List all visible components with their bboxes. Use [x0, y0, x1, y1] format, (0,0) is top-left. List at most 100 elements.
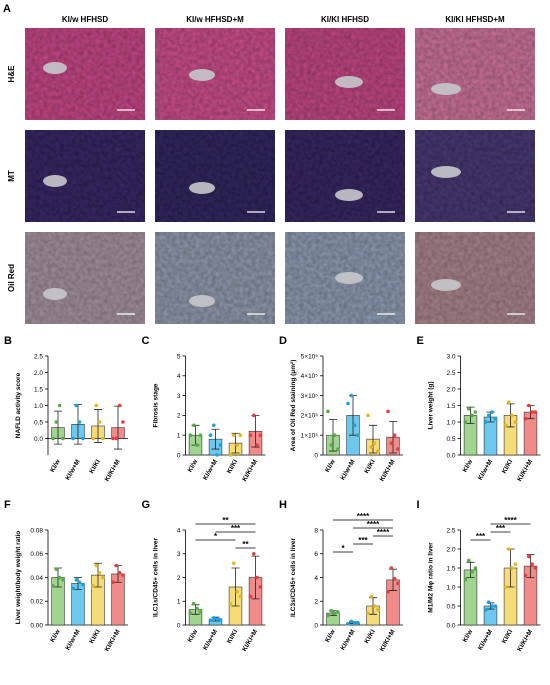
- x-tick-label: KI/KI+M: [241, 629, 259, 653]
- y-tick-label: 2.0: [34, 370, 43, 377]
- y-tick-label: 1×10⁵: [301, 433, 319, 440]
- y-tick-label: 0: [314, 452, 318, 459]
- histology-image: [285, 130, 405, 222]
- x-tick-label: KI/w+M: [477, 459, 494, 482]
- histology-image: [155, 232, 275, 324]
- data-point: [195, 606, 199, 611]
- x-tick-label: KI/KI: [88, 458, 102, 474]
- data-point: [470, 570, 474, 574]
- vessel: [335, 189, 363, 201]
- panel-letter: C: [142, 335, 150, 347]
- x-tick-label: KI/w+M: [339, 459, 356, 482]
- y-tick-label: 0.08: [30, 527, 43, 534]
- y-tick-label: 2.5: [34, 353, 43, 360]
- data-point: [212, 616, 216, 620]
- data-point: [77, 580, 82, 585]
- data-point: [121, 573, 125, 577]
- data-point: [527, 403, 531, 408]
- significance-label: *: [214, 532, 218, 541]
- data-point: [71, 436, 75, 441]
- data-point: [77, 420, 82, 424]
- vessel: [189, 295, 215, 307]
- data-point: [188, 611, 193, 615]
- data-point: [352, 620, 357, 625]
- data-point: [114, 563, 119, 568]
- histology-image: [415, 130, 535, 222]
- y-tick-label: 1.0: [446, 419, 455, 426]
- data-point: [463, 577, 468, 582]
- x-tick-label: KI/w: [461, 628, 474, 644]
- data-point: [111, 580, 115, 585]
- data-point: [248, 433, 253, 438]
- data-point: [258, 585, 263, 589]
- data-point: [510, 566, 514, 570]
- y-tick-label: 2: [314, 599, 318, 606]
- data-point: [530, 410, 534, 414]
- vessel: [335, 76, 363, 88]
- data-point: [61, 578, 65, 582]
- significance-label: *: [341, 544, 345, 553]
- y-axis-label: Area of Oil Red staining (μm²): [290, 360, 297, 452]
- data-point: [346, 622, 350, 626]
- y-tick-label: 0.5: [446, 603, 455, 610]
- data-point: [467, 558, 471, 563]
- histology-image: [155, 130, 275, 222]
- lipid-stain: [25, 232, 145, 324]
- data-point: [507, 547, 511, 551]
- data-point: [530, 562, 534, 566]
- data-point: [54, 567, 59, 571]
- data-point: [97, 570, 102, 575]
- y-tick-label: 0: [177, 622, 181, 629]
- data-point: [91, 436, 95, 441]
- y-tick-label: 1: [177, 599, 181, 606]
- significance-label: ****: [504, 516, 517, 525]
- y-tick-label: 4: [177, 527, 181, 534]
- y-tick-label: 6: [314, 551, 318, 558]
- x-tick-label: KI/KI+M: [241, 459, 259, 483]
- data-point: [332, 433, 337, 438]
- column-header: KI/w HFHSD: [62, 15, 108, 24]
- significance-label: **: [242, 540, 249, 549]
- y-tick-label: 0.0: [34, 436, 43, 443]
- y-tick-label: 4×10⁵: [301, 373, 319, 380]
- y-tick-label: 0.06: [30, 551, 43, 558]
- y-tick-label: 2: [177, 575, 181, 582]
- x-tick-label: KI/KI+M: [516, 459, 534, 483]
- data-point: [392, 433, 397, 438]
- y-tick-label: 1.0: [446, 584, 455, 591]
- y-axis-label: Liver weight (g): [428, 381, 435, 429]
- lipid-stain: [415, 232, 535, 324]
- data-point: [490, 410, 494, 414]
- data-point: [473, 566, 478, 570]
- x-tick-label: KI/w: [324, 458, 337, 474]
- data-point: [523, 416, 528, 421]
- data-point: [94, 563, 99, 568]
- y-tick-label: 0.0: [446, 622, 455, 629]
- x-tick-label: KI/w: [49, 628, 62, 644]
- vessel: [43, 62, 67, 74]
- data-point: [356, 433, 360, 438]
- y-tick-label: 0: [314, 622, 318, 629]
- error-bar: [211, 428, 220, 450]
- data-point: [248, 594, 253, 599]
- data-point: [117, 403, 122, 408]
- data-point: [336, 610, 340, 614]
- data-point: [51, 436, 55, 441]
- y-tick-label: 1: [177, 433, 181, 440]
- panel-letter: G: [142, 499, 151, 511]
- data-point: [238, 594, 243, 599]
- data-point: [366, 413, 370, 418]
- x-tick-label: KI/KI+M: [104, 459, 122, 483]
- panel-letter: I: [417, 499, 420, 511]
- x-tick-label: KI/KI: [363, 458, 377, 474]
- x-tick-label: KI/KI: [501, 628, 515, 644]
- y-axis-label: ILC1s/CD45+ cells in liver: [153, 538, 160, 617]
- data-point: [51, 584, 55, 588]
- histology-image: [25, 130, 145, 222]
- x-tick-label: KI/KI: [363, 628, 377, 644]
- row-label: Oil Red: [7, 264, 16, 292]
- data-point: [483, 420, 488, 424]
- data-point: [352, 423, 357, 428]
- error-bar: [94, 562, 102, 588]
